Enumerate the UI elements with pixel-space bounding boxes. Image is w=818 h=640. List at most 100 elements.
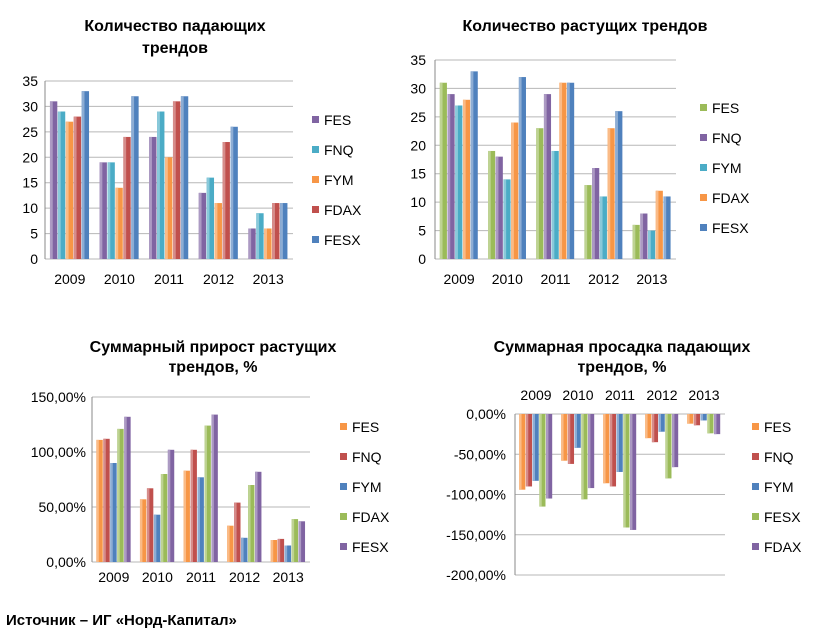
bar-highlight	[198, 192, 202, 259]
bar-highlight	[230, 126, 234, 260]
bar-FES-2010	[561, 414, 568, 461]
bar-highlight	[546, 414, 549, 499]
bar-highlight	[707, 414, 710, 434]
chart-title: Суммарный прирост растущих	[90, 339, 337, 356]
bar-FNQ-2013	[693, 414, 701, 426]
bar-highlight	[645, 414, 648, 439]
bar-highlight	[609, 414, 613, 487]
bar-highlight	[640, 213, 644, 259]
bar-FES-2012	[584, 185, 592, 259]
legend-label: FES	[712, 100, 739, 116]
bar-FNQ-2010	[146, 488, 154, 562]
bar-FYM-2012	[214, 203, 222, 259]
bar-FDAX-2010	[160, 474, 168, 562]
bar-highlight	[488, 150, 491, 259]
y-tick-label: 0,00%	[46, 554, 86, 570]
legend-label: FYM	[712, 160, 742, 176]
legend-swatch-FES	[312, 116, 319, 123]
bar-FESX-2009	[539, 414, 546, 507]
bar-highlight	[623, 414, 626, 528]
bar-FESX-2011	[623, 414, 630, 528]
bar-highlight	[543, 94, 547, 259]
legend-swatch-FDAX	[700, 194, 707, 201]
bar-highlight	[96, 439, 99, 562]
bar-FDAX-2013	[655, 190, 663, 259]
x-tick-label: 2010	[142, 569, 173, 585]
bar-FNQ-2012	[651, 414, 659, 443]
bar-highlight	[536, 128, 539, 259]
bar-FNQ-2009	[525, 414, 533, 487]
bar-FESX-2010	[167, 449, 175, 562]
bar-highlight	[567, 414, 571, 464]
bar-highlight	[167, 449, 171, 562]
y-tick-label: 5	[30, 226, 38, 242]
bar-highlight	[110, 463, 113, 562]
legend-swatch-FNQ	[312, 146, 319, 153]
bar-FDAX-2013	[291, 519, 299, 562]
x-tick-label: 2013	[273, 569, 304, 585]
bar-FYM-2013	[264, 228, 272, 259]
bar-highlight	[153, 514, 157, 562]
bar-highlight	[65, 121, 69, 259]
y-tick-label: 25	[22, 124, 38, 140]
bar-FES-2011	[149, 136, 157, 259]
legend-label: FES	[324, 112, 351, 128]
bar-FYM-2011	[616, 414, 623, 472]
bar-FESX-2011	[180, 96, 189, 259]
bar-FESX-2013	[663, 196, 671, 259]
y-tick-label: 20	[22, 149, 38, 165]
bar-highlight	[518, 77, 522, 259]
bar-highlight	[700, 414, 703, 421]
x-tick-label: 2013	[253, 271, 284, 287]
bar-FYM-2012	[658, 414, 665, 432]
bar-FYM-2011	[551, 150, 559, 259]
bar-highlight	[574, 414, 577, 448]
bar-FYM-2010	[574, 414, 581, 448]
bar-FNQ-2013	[256, 213, 264, 259]
y-tick-label: 25	[410, 109, 426, 125]
bar-highlight	[616, 414, 619, 472]
bar-FES-2011	[183, 470, 190, 562]
x-tick-label: 2011	[186, 569, 216, 585]
bar-FES-2013	[248, 228, 256, 259]
x-tick-label: 2009	[98, 569, 129, 585]
x-tick-label: 2010	[104, 271, 135, 287]
bar-FYM-2009	[532, 414, 539, 481]
bar-highlight	[73, 116, 77, 259]
bar-FESX-2010	[581, 414, 588, 500]
bar-highlight	[190, 449, 193, 562]
legend-swatch-FNQ	[700, 134, 707, 141]
bar-FESX-2012	[230, 126, 238, 260]
bar-FNQ-2012	[234, 502, 241, 562]
bar-FNQ-2010	[567, 414, 575, 464]
x-tick-label: 2011	[154, 271, 184, 287]
x-tick-label: 2010	[492, 271, 523, 287]
bar-highlight	[665, 414, 668, 479]
bar-highlight	[298, 521, 302, 562]
bar-FES-2013	[632, 224, 640, 259]
legend-swatch-FYM	[312, 176, 319, 183]
bar-highlight	[272, 203, 275, 259]
bar-highlight	[525, 414, 529, 487]
y-tick-label: 20	[410, 137, 426, 153]
bar-FYM-2013	[700, 414, 707, 421]
bar-FNQ-2011	[543, 94, 552, 259]
bar-highlight	[57, 111, 61, 259]
bar-highlight	[592, 168, 595, 259]
bar-FES-2011	[603, 414, 610, 484]
bar-FDAX-2010	[123, 136, 131, 259]
bar-highlight	[277, 538, 281, 562]
bar-FESX-2011	[211, 414, 218, 562]
legend-swatch-FES	[340, 423, 347, 430]
bar-FDAX-2012	[248, 485, 255, 562]
bar-highlight	[687, 414, 690, 424]
bar-highlight	[197, 477, 200, 562]
bar-highlight	[567, 82, 570, 259]
bar-FDAX-2012	[607, 128, 615, 259]
bar-highlight	[255, 471, 258, 562]
bar-FDAX-2012	[222, 142, 230, 259]
bar-highlight	[447, 94, 451, 259]
bar-highlight	[607, 128, 611, 259]
bar-FES-2010	[488, 150, 496, 259]
bar-FESX-2013	[298, 521, 306, 562]
